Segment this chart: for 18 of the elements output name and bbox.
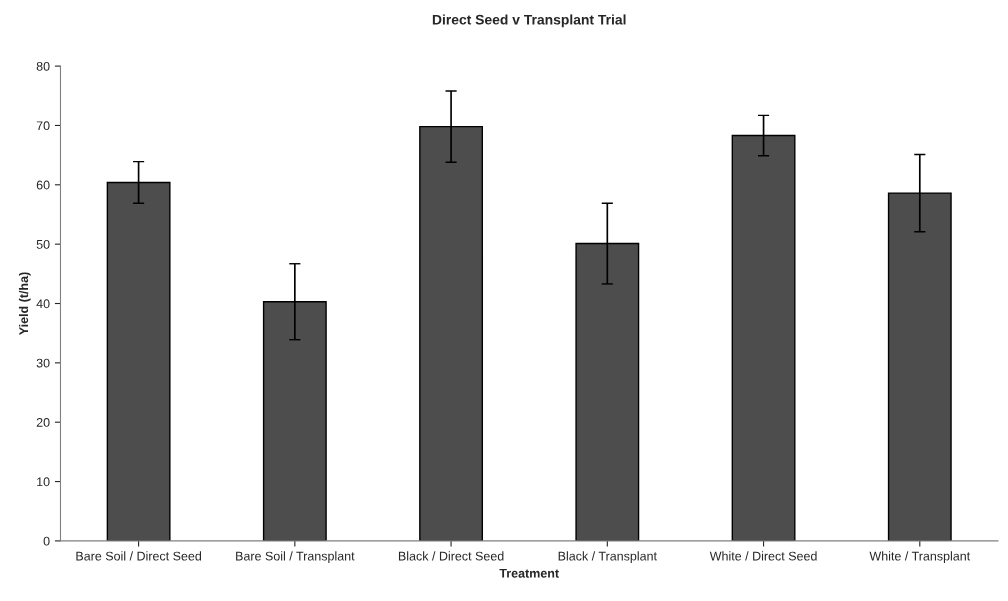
y-tick-label: 20	[36, 418, 50, 427]
x-axis-title: Treatment	[499, 568, 559, 578]
x-tick-label: Black / Direct Seed	[398, 551, 504, 561]
x-tick-label: Bare Soil / Direct Seed	[76, 551, 202, 561]
x-tick-label: Black / Transplant	[558, 551, 657, 563]
y-tick-label: 80	[36, 61, 50, 71]
chart-title: Direct Seed v Transplant Trial	[432, 14, 626, 28]
y-tick-label: 10	[37, 477, 50, 487]
y-tick-label: 70	[36, 121, 50, 131]
y-tick-label: 0	[43, 536, 50, 546]
y-tick-label: 40	[36, 299, 50, 309]
y-tick-label: 50	[36, 239, 50, 249]
y-axis-title: Yield (t/ha)	[18, 272, 31, 335]
y-tick-label: 60	[36, 180, 50, 190]
x-tick-label: Bare Soil / Transplant	[236, 551, 355, 563]
y-tick-label: 30	[36, 358, 50, 368]
x-tick-label: White / Direct Seed	[709, 551, 817, 561]
x-tick-label: White / Transplant	[869, 551, 971, 563]
